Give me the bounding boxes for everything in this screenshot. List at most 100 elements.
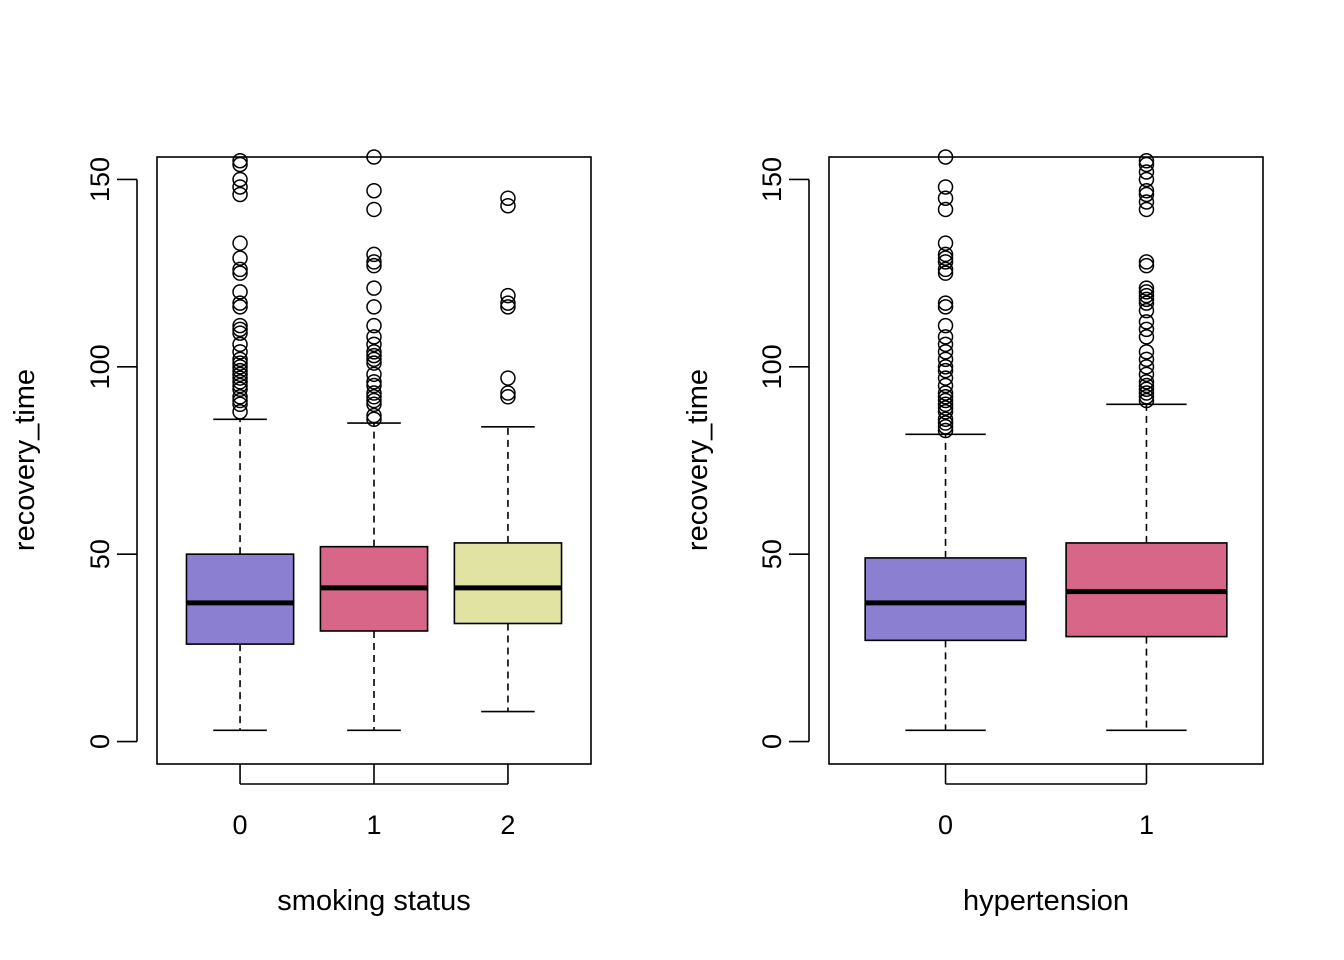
outlier-point: [366, 344, 382, 360]
outlier-point: [937, 389, 954, 405]
outlier-point: [937, 415, 954, 431]
outlier-point: [1138, 284, 1155, 300]
outlier-point: [1138, 374, 1155, 390]
outlier-point: [1138, 194, 1155, 210]
outlier-point: [232, 295, 248, 311]
box-group-1: [319, 149, 429, 732]
outlier-point: [937, 422, 954, 439]
outlier-point: [937, 149, 954, 165]
outlier-point: [232, 351, 248, 368]
outlier-point: [366, 374, 382, 390]
panel-0-ylabel: recovery_time: [9, 369, 41, 551]
outlier-point: [1138, 201, 1155, 218]
outlier-point: [366, 299, 382, 315]
y-tick-label: 100: [757, 344, 787, 389]
outlier-point: [937, 299, 954, 315]
outlier-point: [937, 295, 954, 311]
outlier-point: [232, 396, 248, 413]
outlier-point: [500, 295, 516, 311]
x-tick-label: 2: [500, 810, 515, 840]
box-group-0: [864, 149, 1027, 732]
outlier-point: [366, 246, 382, 263]
outlier-point: [232, 344, 248, 360]
panel-0-xlabel: smoking status: [277, 885, 470, 917]
outlier-point: [232, 152, 248, 169]
outlier-point: [232, 355, 248, 371]
outlier-point: [366, 385, 382, 401]
outlier-point: [937, 235, 954, 251]
box-group-0: [185, 152, 295, 732]
outlier-point: [232, 362, 248, 379]
outlier-point: [937, 190, 954, 206]
box-group-2: [453, 190, 563, 713]
outlier-point: [937, 396, 954, 413]
y-tick-label: 0: [757, 734, 787, 749]
outlier-point: [232, 261, 248, 278]
outlier-point: [937, 411, 954, 428]
outlier-point: [366, 351, 382, 368]
outlier-point: [1138, 381, 1155, 398]
hypertension-panel: hypertension recovery_time 0 50 100 150 0 1: [682, 149, 1264, 917]
outlier-point: [1138, 156, 1155, 173]
outlier-point: [1138, 314, 1155, 330]
outlier-point: [232, 299, 248, 315]
outlier-point: [232, 377, 248, 394]
x-tick-label: 0: [938, 810, 953, 840]
y-tick-label: 0: [85, 734, 115, 749]
iqr-box: [453, 542, 563, 625]
outlier-point: [937, 377, 954, 394]
outlier-point: [937, 329, 954, 345]
outlier-point: [232, 250, 248, 266]
outlier-point: [500, 370, 516, 386]
outlier-point: [366, 366, 382, 383]
outlier-point: [1138, 359, 1155, 375]
outlier-point: [1138, 152, 1155, 169]
outlier-point: [366, 347, 382, 364]
y-tick-label: 50: [757, 539, 787, 569]
outlier-point: [1138, 182, 1155, 199]
outlier-point: [937, 250, 954, 266]
outlier-point: [366, 280, 382, 296]
outlier-point: [1138, 295, 1155, 311]
outlier-point: [1138, 291, 1155, 308]
outlier-point: [500, 299, 516, 315]
outlier-point: [937, 351, 954, 368]
smoking-status-panel: smoking status recovery_time 0 50 100 150 0 1…: [9, 149, 592, 917]
y-tick-label: 150: [85, 157, 115, 202]
outlier-point: [937, 344, 954, 360]
outlier-point: [937, 317, 954, 334]
outlier-point: [500, 385, 516, 401]
outlier-point: [366, 182, 382, 199]
outlier-point: [937, 392, 954, 409]
outlier-point: [1138, 329, 1155, 345]
outlier-point: [1138, 164, 1155, 180]
outlier-point: [937, 265, 954, 281]
outlier-point: [232, 325, 248, 341]
outlier-point: [937, 359, 954, 375]
outlier-point: [366, 329, 382, 345]
outlier-point: [1138, 302, 1155, 319]
outlier-point: [232, 317, 248, 334]
outlier-point: [1138, 377, 1155, 394]
outlier-point: [937, 336, 954, 353]
outlier-point: [1138, 389, 1155, 405]
outlier-point: [232, 171, 248, 188]
outlier-point: [232, 321, 248, 338]
outlier-point: [937, 404, 954, 420]
outlier-point: [232, 389, 248, 405]
y-tick-label: 150: [757, 157, 787, 202]
outlier-point: [366, 355, 382, 371]
outlier-point: [937, 261, 954, 278]
outlier-point: [232, 404, 248, 420]
panel-1-ylabel: recovery_time: [682, 369, 714, 551]
outlier-point: [366, 257, 382, 274]
outlier-point: [1138, 321, 1155, 338]
x-tick-label: 1: [1139, 810, 1154, 840]
x-tick-label: 1: [366, 810, 381, 840]
outlier-point: [366, 317, 382, 334]
outlier-point: [937, 385, 954, 401]
outlier-point: [1138, 385, 1155, 401]
outlier-point: [366, 389, 382, 405]
outlier-point: [232, 374, 248, 390]
outlier-point: [1138, 366, 1155, 383]
